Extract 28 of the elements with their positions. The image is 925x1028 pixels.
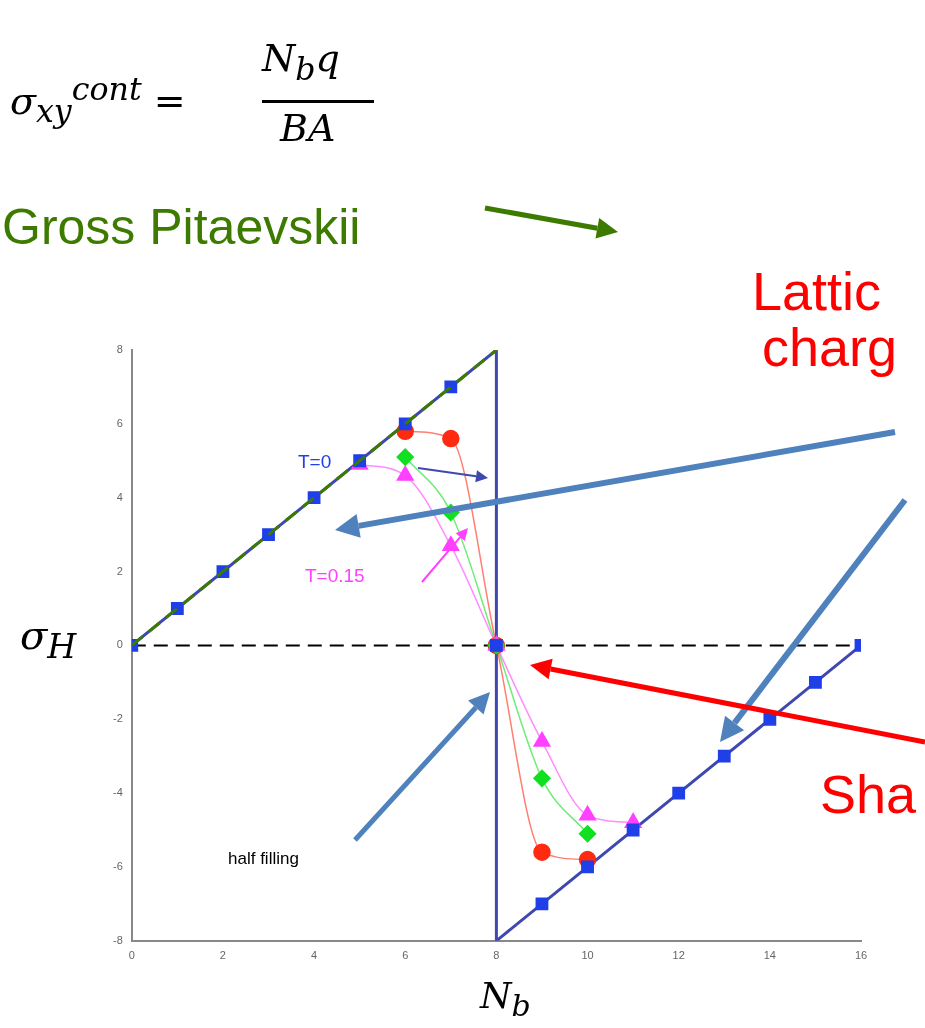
x-axis-title: N$_{b}$ <box>480 975 531 1024</box>
x-tick-label: 14 <box>763 949 776 962</box>
annotation: half filling <box>228 849 299 869</box>
y-tick-label: 6 <box>116 416 123 429</box>
y-axis-title: σ$_{H}$ <box>20 612 77 666</box>
x-tick-label: 10 <box>581 949 594 962</box>
y-tick-label: 0 <box>116 638 123 651</box>
annotation: Sha <box>820 764 917 825</box>
y-tick-label: 4 <box>116 490 123 503</box>
text: T=0.15 <box>305 565 365 587</box>
series-label: T=0 <box>298 451 332 473</box>
y-tick-label: -2 <box>113 712 123 725</box>
x-tick-label: 16 <box>854 949 868 962</box>
x-tick-label: 4 <box>311 949 318 962</box>
y-tick-label: 8 <box>116 343 123 356</box>
y-tick-label: -8 <box>113 933 123 946</box>
x-tick-label: 2 <box>219 949 226 962</box>
text: N$_{b}$q <box>262 36 340 87</box>
y-tick-label: -4 <box>113 786 123 799</box>
text: σ$_{xy}$$^{cont}$ = <box>10 71 186 130</box>
y-tick-label: -6 <box>113 859 123 872</box>
x-tick-label: 6 <box>402 949 409 962</box>
y-tick-label: 2 <box>116 564 123 577</box>
text: BA <box>280 106 336 150</box>
x-tick-label: 8 <box>493 949 500 962</box>
x-tick-label: 0 <box>128 949 135 962</box>
x-tick-label: 12 <box>672 949 685 962</box>
text: Gross Pitaevskii <box>2 199 361 255</box>
